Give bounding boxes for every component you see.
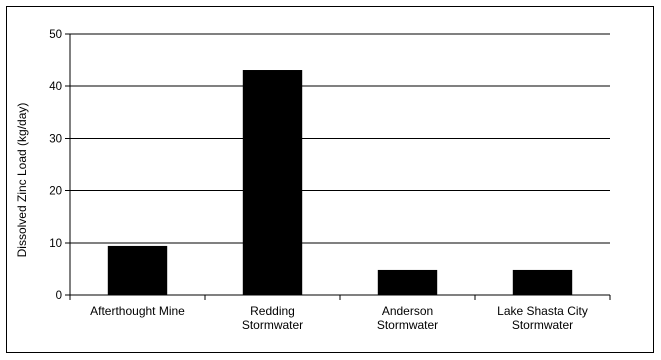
x-category-label: Redding Stormwater	[242, 304, 303, 332]
x-category-label: Afterthought Mine	[90, 304, 185, 318]
x-category-label-line: Anderson	[382, 304, 433, 318]
x-category-label-line: Redding	[250, 304, 295, 318]
y-tick-label: 30	[49, 133, 62, 145]
x-axis-ticks: Afterthought Mine Redding StormwaterAnders…	[69, 295, 611, 332]
axes	[69, 34, 610, 296]
x-category-label-line: Lake Shasta City	[497, 304, 588, 318]
y-tick-label: 0	[56, 290, 62, 302]
x-category-label-line: Afterthought Mine	[90, 304, 185, 318]
y-axis-title: Dissolved Zinc Load (kg/day)	[15, 103, 29, 258]
y-tick-label: 10	[49, 238, 62, 250]
x-category-label-line: Stormwater	[242, 318, 303, 332]
bar	[242, 70, 303, 295]
x-category-label: Lake Shasta City Stormwater	[497, 304, 588, 332]
bar	[377, 269, 438, 295]
x-category-label: Anderson Stormwater	[377, 304, 438, 332]
x-category-label-line: Stormwater	[377, 318, 438, 332]
x-category-label-line: Stormwater	[512, 318, 573, 332]
y-tick-label: 50	[49, 29, 62, 41]
y-tick-label: 20	[49, 186, 62, 198]
y-axis-ticks: 0 10 20 30 40 50	[49, 29, 70, 302]
gridlines	[70, 33, 610, 244]
bar	[107, 245, 168, 295]
bars	[107, 70, 573, 295]
bar	[512, 269, 573, 295]
y-tick-label: 40	[49, 81, 62, 93]
